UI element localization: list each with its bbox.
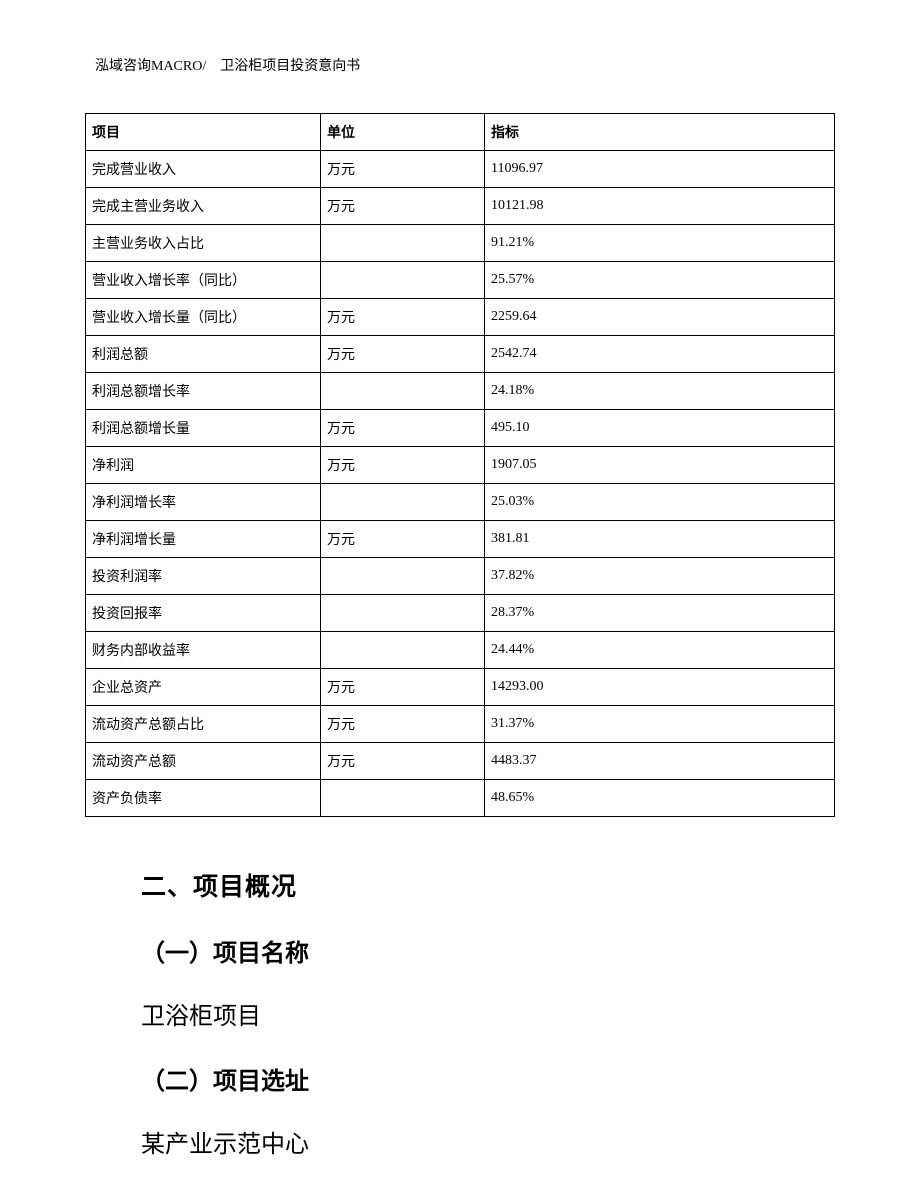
cell-value: 11096.97 xyxy=(485,151,835,188)
subsection-2-text: 某产业示范中心 xyxy=(141,1124,835,1159)
cell-item: 完成营业收入 xyxy=(86,151,321,188)
cell-unit: 万元 xyxy=(321,188,485,225)
cell-value: 1907.05 xyxy=(485,447,835,484)
table-row: 流动资产总额占比 万元 31.37% xyxy=(86,706,835,743)
table-row: 企业总资产 万元 14293.00 xyxy=(86,669,835,706)
table-row: 营业收入增长率（同比） 25.57% xyxy=(86,262,835,299)
cell-unit xyxy=(321,484,485,521)
table-row: 投资利润率 37.82% xyxy=(86,558,835,595)
cell-item: 流动资产总额占比 xyxy=(86,706,321,743)
cell-value: 25.03% xyxy=(485,484,835,521)
table-row: 完成主营业务收入 万元 10121.98 xyxy=(86,188,835,225)
table-row: 净利润增长量 万元 381.81 xyxy=(86,521,835,558)
cell-item: 财务内部收益率 xyxy=(86,632,321,669)
table-row: 资产负债率 48.65% xyxy=(86,780,835,817)
cell-item: 企业总资产 xyxy=(86,669,321,706)
cell-unit: 万元 xyxy=(321,521,485,558)
cell-unit: 万元 xyxy=(321,299,485,336)
cell-value: 495.10 xyxy=(485,410,835,447)
page-header: 泓域咨询MACRO/卫浴柜项目投资意向书 xyxy=(95,55,835,75)
table-row: 净利润增长率 25.03% xyxy=(86,484,835,521)
cell-unit: 万元 xyxy=(321,151,485,188)
cell-value: 48.65% xyxy=(485,780,835,817)
cell-item: 净利润增长量 xyxy=(86,521,321,558)
cell-unit xyxy=(321,225,485,262)
header-left: 泓域咨询MACRO/ xyxy=(95,59,206,74)
cell-item: 主营业务收入占比 xyxy=(86,225,321,262)
table-row: 利润总额增长量 万元 495.10 xyxy=(86,410,835,447)
subsection-1-heading: （一）项目名称 xyxy=(141,933,835,968)
cell-item: 利润总额增长率 xyxy=(86,373,321,410)
cell-value: 2542.74 xyxy=(485,336,835,373)
table-row: 流动资产总额 万元 4483.37 xyxy=(86,743,835,780)
cell-value: 14293.00 xyxy=(485,669,835,706)
cell-unit xyxy=(321,632,485,669)
table-row: 利润总额增长率 24.18% xyxy=(86,373,835,410)
cell-unit xyxy=(321,595,485,632)
col-header-value: 指标 xyxy=(485,114,835,151)
cell-item: 完成主营业务收入 xyxy=(86,188,321,225)
cell-unit xyxy=(321,373,485,410)
cell-item: 利润总额 xyxy=(86,336,321,373)
cell-value: 28.37% xyxy=(485,595,835,632)
cell-unit: 万元 xyxy=(321,669,485,706)
section-heading: 二、项目概况 xyxy=(141,867,835,903)
table-row: 营业收入增长量（同比） 万元 2259.64 xyxy=(86,299,835,336)
cell-value: 24.18% xyxy=(485,373,835,410)
cell-value: 381.81 xyxy=(485,521,835,558)
cell-value: 31.37% xyxy=(485,706,835,743)
cell-value: 24.44% xyxy=(485,632,835,669)
cell-value: 91.21% xyxy=(485,225,835,262)
table-row: 财务内部收益率 24.44% xyxy=(86,632,835,669)
financial-table: 项目 单位 指标 完成营业收入 万元 11096.97 完成主营业务收入 万元 … xyxy=(85,113,835,817)
cell-unit: 万元 xyxy=(321,743,485,780)
table-row: 利润总额 万元 2542.74 xyxy=(86,336,835,373)
cell-item: 净利润增长率 xyxy=(86,484,321,521)
col-header-unit: 单位 xyxy=(321,114,485,151)
table-header-row: 项目 单位 指标 xyxy=(86,114,835,151)
table-row: 主营业务收入占比 91.21% xyxy=(86,225,835,262)
header-right: 卫浴柜项目投资意向书 xyxy=(220,59,360,74)
cell-item: 营业收入增长率（同比） xyxy=(86,262,321,299)
table-row: 投资回报率 28.37% xyxy=(86,595,835,632)
cell-item: 投资利润率 xyxy=(86,558,321,595)
cell-unit: 万元 xyxy=(321,410,485,447)
cell-unit xyxy=(321,780,485,817)
col-header-item: 项目 xyxy=(86,114,321,151)
cell-unit: 万元 xyxy=(321,706,485,743)
cell-value: 10121.98 xyxy=(485,188,835,225)
cell-item: 流动资产总额 xyxy=(86,743,321,780)
cell-item: 净利润 xyxy=(86,447,321,484)
subsection-1-text: 卫浴柜项目 xyxy=(141,996,835,1031)
cell-item: 利润总额增长量 xyxy=(86,410,321,447)
cell-value: 37.82% xyxy=(485,558,835,595)
cell-value: 2259.64 xyxy=(485,299,835,336)
cell-unit xyxy=(321,262,485,299)
table-row: 净利润 万元 1907.05 xyxy=(86,447,835,484)
cell-item: 营业收入增长量（同比） xyxy=(86,299,321,336)
cell-item: 资产负债率 xyxy=(86,780,321,817)
subsection-2-heading: （二）项目选址 xyxy=(141,1061,835,1096)
document-page: 泓域咨询MACRO/卫浴柜项目投资意向书 项目 单位 指标 完成营业收入 万元 … xyxy=(0,0,920,1191)
cell-value: 4483.37 xyxy=(485,743,835,780)
cell-value: 25.57% xyxy=(485,262,835,299)
cell-unit xyxy=(321,558,485,595)
cell-unit: 万元 xyxy=(321,336,485,373)
cell-unit: 万元 xyxy=(321,447,485,484)
cell-item: 投资回报率 xyxy=(86,595,321,632)
table-row: 完成营业收入 万元 11096.97 xyxy=(86,151,835,188)
